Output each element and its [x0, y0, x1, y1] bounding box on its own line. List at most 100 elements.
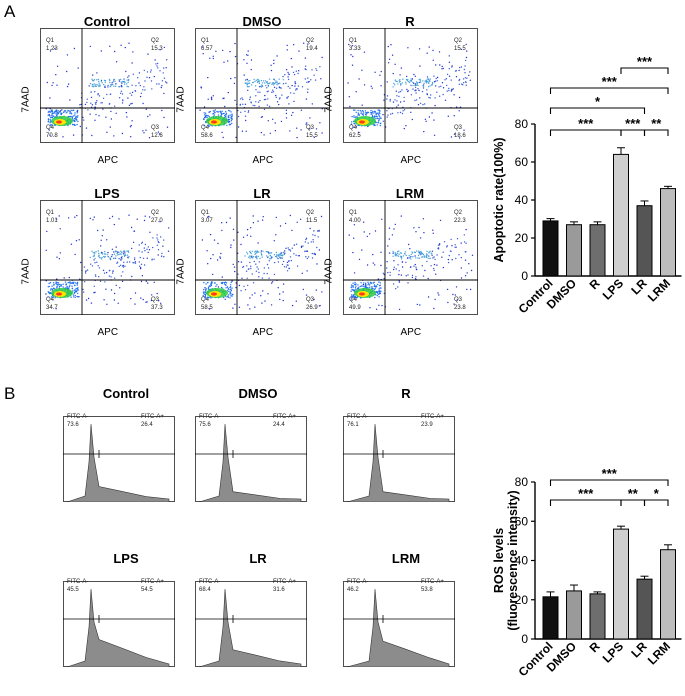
q2-label: Q2 — [151, 38, 160, 44]
q1-value: 1.01 — [46, 218, 58, 224]
fitc-pos-label: FITC-A+ — [421, 579, 444, 585]
significance-label: *** — [578, 116, 594, 131]
x-tick-label: LPS — [600, 276, 626, 302]
fitc-pos-value: 23.9 — [421, 422, 433, 428]
fitc-neg-value: 76.1 — [347, 422, 359, 428]
histogram-plot: LR FITC-A- 68.4 FITC-A+ 31.6 — [191, 551, 316, 681]
significance-label: *** — [602, 74, 618, 89]
q1-label: Q1 — [46, 38, 55, 44]
significance-bracket — [620, 67, 669, 74]
fitc-pos-value: 24.4 — [273, 422, 285, 428]
significance-label: * — [654, 486, 660, 501]
bar — [636, 578, 653, 640]
y-tick-label: 20 — [515, 593, 529, 607]
significance-bracket — [549, 479, 669, 486]
q2-value: 11.5 — [306, 218, 318, 224]
flow-scatter — [40, 28, 175, 143]
fitc-neg-label: FITC-A- — [199, 579, 221, 585]
bar — [589, 224, 606, 277]
flow-plot-title: R — [405, 14, 415, 29]
flow-plot: Control 7AAD APC Q1 1.23 Q2 15.3 Q4 70.8… — [12, 14, 187, 184]
significance-label: *** — [637, 54, 653, 69]
q1-value: 4.00 — [349, 218, 361, 224]
q3-label: Q3 — [151, 297, 160, 303]
q4-label: Q4 — [201, 125, 210, 131]
fitc-neg-label: FITC-A- — [199, 414, 221, 420]
flow-y-label: 7AAD — [323, 258, 335, 285]
q1-label: Q1 — [46, 210, 55, 216]
histogram-curve — [63, 416, 175, 502]
flow-y-label: 7AAD — [20, 86, 32, 113]
significance-label: *** — [578, 486, 594, 501]
significance-label: ** — [651, 116, 662, 131]
fitc-pos-value: 53.8 — [421, 587, 433, 593]
q3-value: 18.6 — [454, 133, 466, 139]
flow-x-label: APC — [97, 155, 119, 166]
significance-label: * — [595, 94, 601, 109]
bar — [636, 205, 653, 277]
bar — [542, 220, 559, 277]
q2-label: Q2 — [306, 38, 315, 44]
q3-value: 23.8 — [454, 305, 466, 311]
flow-y-label: 7AAD — [175, 258, 187, 285]
x-tick-label: R — [587, 276, 603, 292]
q1-label: Q1 — [201, 38, 210, 44]
fitc-neg-label: FITC-A- — [67, 579, 89, 585]
fitc-pos-label: FITC-A+ — [141, 414, 164, 420]
histogram-plot: R FITC-A- 76.1 FITC-A+ 23.9 — [339, 386, 464, 516]
panel-label-a: A — [4, 2, 16, 21]
q1-label: Q1 — [349, 38, 358, 44]
histogram-curve — [343, 416, 455, 502]
flow-plot-title: DMSO — [242, 14, 282, 29]
q2-value: 15.3 — [151, 46, 163, 52]
q3-label: Q3 — [151, 125, 160, 131]
histogram-title: DMSO — [238, 386, 278, 401]
x-tick-label: R — [587, 639, 603, 655]
ros-bar-chart: 0 20 40 60 80 ROS levels (fluorescence intensi… — [492, 466, 682, 679]
q2-value: 19.4 — [306, 46, 318, 52]
panel-label-b: B — [4, 384, 16, 403]
q3-value: 15.5 — [306, 133, 318, 139]
q4-label: Q4 — [46, 297, 55, 303]
fitc-pos-value: 54.5 — [141, 587, 153, 593]
flow-x-label: APC — [400, 327, 422, 338]
histogram-plot: Control FITC-A- 73.6 FITC-A+ 26.4 — [59, 386, 184, 516]
significance-label: *** — [602, 466, 618, 481]
q2-label: Q2 — [454, 210, 463, 216]
x-tick-label: LPS — [600, 639, 626, 665]
fitc-neg-label: FITC-A- — [347, 414, 369, 420]
histogram-plot: LPS FITC-A- 45.5 FITC-A+ 54.5 — [59, 551, 184, 681]
fitc-neg-label: FITC-A- — [67, 414, 89, 420]
flow-plot: LPS 7AAD APC Q1 1.01 Q2 27.0 Q4 34.7 Q3 … — [12, 186, 187, 356]
q4-value: 62.5 — [349, 133, 361, 139]
q4-value: 70.8 — [46, 133, 58, 139]
y-axis-label-2: (fluorescence intensity) — [506, 490, 520, 630]
q1-value: 3.33 — [349, 46, 361, 52]
flow-plot: LRM 7AAD APC Q1 4.00 Q2 22.3 Q4 49.9 Q3 … — [315, 186, 490, 356]
fitc-neg-value: 46.2 — [347, 587, 359, 593]
flow-plot-title: LR — [253, 186, 271, 201]
q4-value: 58.6 — [201, 133, 213, 139]
y-tick-label: 40 — [515, 554, 529, 568]
flow-plot-title: Control — [83, 14, 131, 29]
q4-label: Q4 — [46, 125, 55, 131]
bar — [613, 528, 629, 640]
q4-label: Q4 — [349, 297, 358, 303]
q3-value: 12.6 — [151, 133, 163, 139]
flow-x-label: APC — [252, 327, 274, 338]
x-tick-label: LRM — [645, 276, 673, 304]
fitc-pos-value: 31.6 — [273, 587, 285, 593]
q2-value: 22.3 — [454, 218, 466, 224]
x-tick-label: LRM — [645, 639, 673, 667]
fitc-pos-label: FITC-A+ — [273, 579, 296, 585]
significance-bracket — [549, 107, 646, 114]
significance-bracket — [643, 129, 669, 136]
q2-value: 27.0 — [151, 218, 163, 224]
q2-label: Q2 — [454, 38, 463, 44]
q4-label: Q4 — [201, 297, 210, 303]
y-tick-label: 60 — [515, 155, 529, 169]
q4-value: 34.7 — [46, 305, 58, 311]
flow-scatter — [343, 28, 478, 143]
flow-scatter — [195, 28, 330, 143]
